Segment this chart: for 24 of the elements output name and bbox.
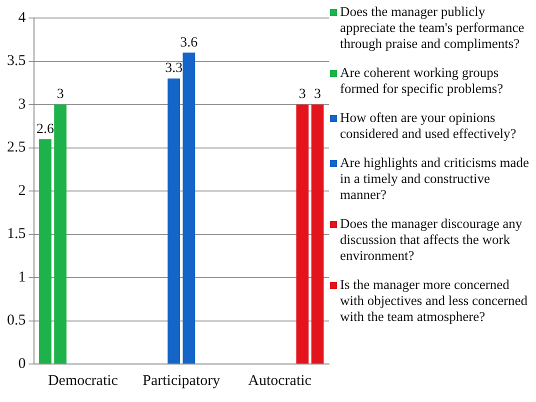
y-tick-label: 1.5 — [7, 226, 26, 242]
x-tick-label: Autocratic — [248, 372, 312, 389]
y-tick-label: 3.5 — [7, 53, 26, 70]
legend-label: How often are your opinions considered and used effectively? — [340, 110, 518, 142]
data-label: 3 — [56, 87, 64, 102]
data-label: 3 — [314, 87, 322, 102]
data-label: 2.6 — [36, 122, 54, 137]
data-label: 3.3 — [165, 61, 183, 76]
legend-label: Does the manager publicly appreciate the team's performance through praise and compliments? — [340, 4, 526, 52]
data-label: 3.6 — [180, 35, 198, 50]
y-tick-label: 3 — [18, 96, 26, 112]
legend-label: Are highlights and criticisms made in a timely and constructive manner? — [340, 155, 530, 203]
y-tick-label: 1 — [18, 269, 26, 286]
y-tick-label: 0.5 — [7, 312, 26, 329]
y-tick-label: 0 — [18, 356, 26, 372]
legend-label: Is the manager more concerned with objectives and less concerned with the team atmosphere? — [340, 277, 528, 325]
x-tick-label: Participatory — [142, 372, 221, 389]
y-tick-label: 4 — [18, 10, 26, 26]
data-label: 3 — [298, 87, 306, 102]
y-tick-label: 2.5 — [7, 140, 26, 156]
legend-label: Does the manager discourage any discussion that affects the work environment? — [340, 216, 524, 264]
y-tick-label: 2 — [18, 182, 26, 199]
x-tick-label: Democratic — [48, 372, 118, 389]
legend-label: Are coherent working groups formed for specific problems? — [340, 65, 504, 97]
